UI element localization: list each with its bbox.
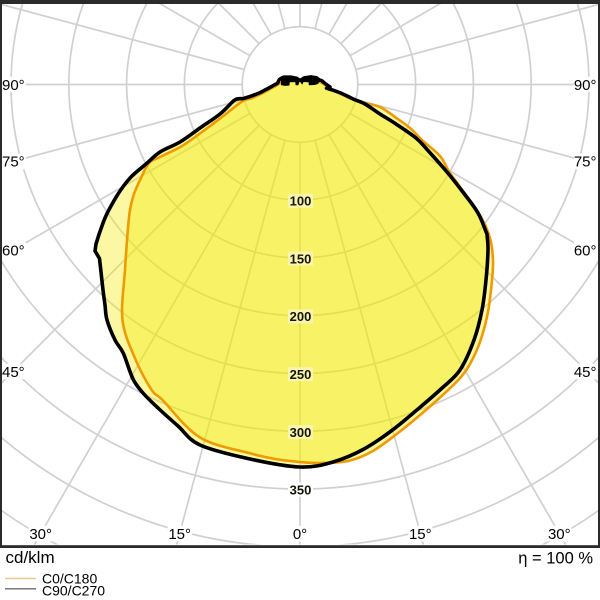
svg-text:45°: 45° — [574, 364, 597, 381]
svg-text:250: 250 — [290, 367, 312, 382]
svg-text:45°: 45° — [2, 364, 25, 381]
svg-text:75°: 75° — [574, 154, 597, 171]
svg-text:30°: 30° — [29, 526, 52, 543]
svg-text:0°: 0° — [293, 526, 307, 543]
svg-text:350: 350 — [290, 483, 312, 498]
svg-text:200: 200 — [290, 309, 312, 324]
svg-text:η = 100 %: η = 100 % — [518, 550, 593, 568]
svg-text:30°: 30° — [548, 526, 571, 543]
svg-text:90°: 90° — [574, 77, 597, 94]
svg-text:75°: 75° — [2, 154, 25, 171]
svg-text:15°: 15° — [409, 526, 432, 543]
svg-text:60°: 60° — [2, 243, 25, 260]
svg-text:150: 150 — [290, 251, 312, 266]
svg-text:100: 100 — [290, 194, 312, 209]
svg-text:15°: 15° — [168, 526, 191, 543]
svg-text:60°: 60° — [574, 243, 597, 260]
svg-text:C0/C180: C0/C180 — [42, 571, 97, 587]
svg-text:90°: 90° — [2, 77, 25, 94]
svg-text:cd/klm: cd/klm — [6, 548, 55, 567]
svg-text:C90/C270: C90/C270 — [42, 582, 105, 598]
svg-text:300: 300 — [290, 425, 312, 440]
